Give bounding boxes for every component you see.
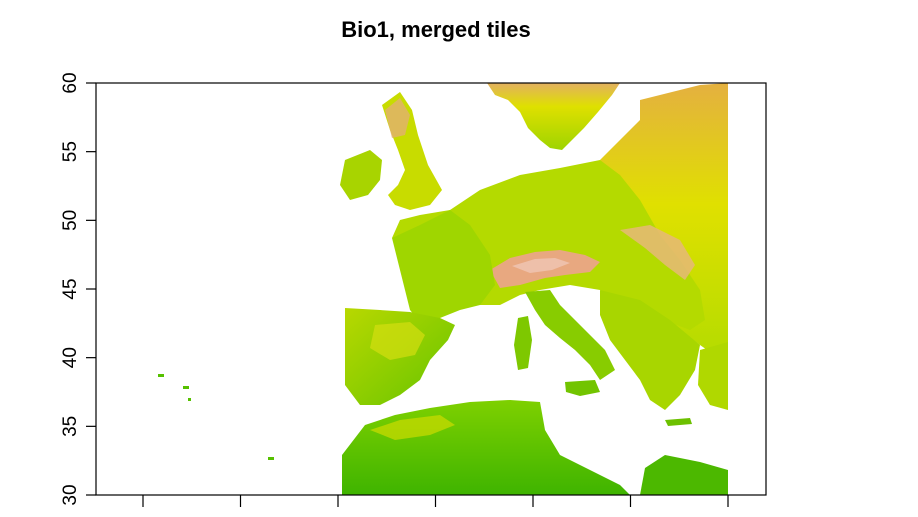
region-iberia-center	[370, 322, 425, 360]
x-axis	[142, 495, 729, 507]
region-scandinavia	[487, 83, 620, 150]
region-atlas	[370, 415, 455, 440]
y-tick-label: 40	[60, 347, 81, 368]
region-crete	[665, 418, 692, 426]
region-azores-3	[188, 398, 191, 401]
region-sicily	[565, 380, 600, 396]
y-tick-label: 30	[60, 484, 81, 505]
chart-title: Bio1, merged tiles	[341, 17, 531, 42]
y-tick-label: 45	[60, 278, 81, 299]
region-madeira	[268, 457, 274, 460]
region-alps-peak	[512, 258, 570, 273]
y-tick-label: 50	[60, 210, 81, 231]
region-italy	[525, 290, 615, 380]
raster-map	[158, 83, 728, 495]
region-ireland	[340, 150, 382, 200]
region-north-africa	[342, 400, 630, 495]
region-france	[392, 210, 495, 322]
region-azores-2	[183, 386, 189, 389]
y-tick-label: 60	[60, 72, 81, 93]
region-anatolia	[698, 342, 728, 410]
region-corsica-sardinia	[514, 316, 532, 370]
region-carpathians	[620, 225, 695, 280]
region-scotland-highlands	[385, 98, 410, 138]
region-azores-1	[158, 374, 164, 377]
region-balkans	[600, 290, 700, 410]
region-libya-egypt	[640, 455, 728, 495]
y-tick-label: 55	[60, 141, 81, 162]
y-tick-label: 35	[60, 416, 81, 437]
y-axis: 30 35 40 45 50 55 60	[60, 72, 96, 506]
